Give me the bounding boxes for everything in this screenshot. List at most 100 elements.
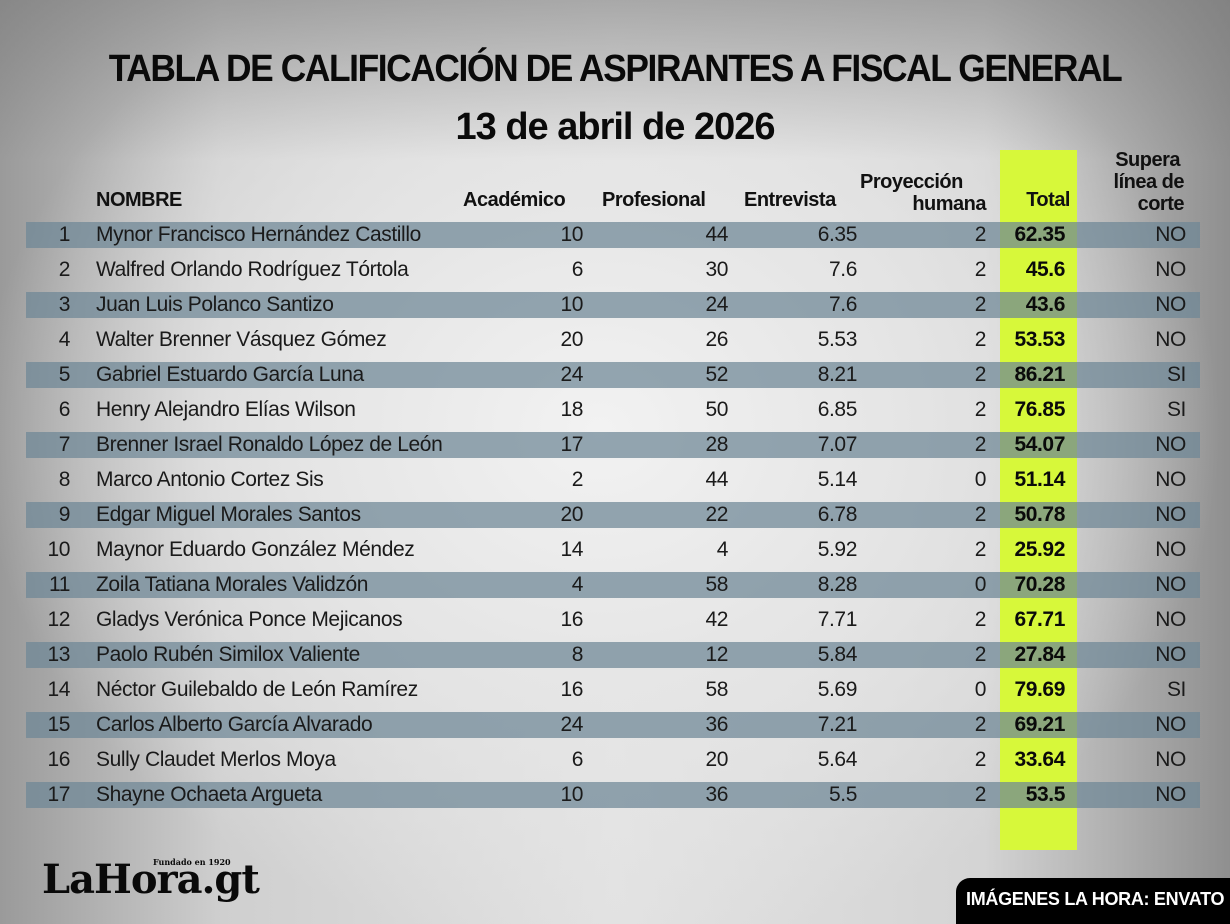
- score-total: 25.92: [1000, 537, 1077, 563]
- score-total: 86.21: [1000, 362, 1077, 388]
- score-total: 45.6: [1000, 257, 1077, 283]
- header-proyeccion: Proyección humana: [860, 171, 987, 215]
- table-row: 16 Sully Claudet Merlos Moya 6 20 5.64 2 33.64…: [26, 747, 1200, 773]
- score-academico: 24: [560, 363, 583, 386]
- score-total-value: 67.71: [1014, 608, 1065, 631]
- score-academico: 6: [571, 258, 584, 281]
- page-title: TABLA DE CALIFICACIÓN DE ASPIRANTES A FI…: [108, 48, 1123, 90]
- row-number: 17: [47, 783, 70, 806]
- score-total: 50.78: [1000, 502, 1077, 528]
- candidate-name: Mynor Francisco Hernández Castillo: [96, 223, 421, 246]
- row-number: 9: [58, 503, 71, 526]
- table-row: 2 Walfred Orlando Rodríguez Tórtola 6 30 7.6…: [26, 257, 1200, 283]
- row-number: 12: [47, 608, 70, 631]
- table-row: 13 Paolo Rubén Similox Valiente 8 12 5.84 2 27…: [26, 642, 1200, 668]
- score-proyeccion: 0: [974, 573, 987, 596]
- score-academico: 10: [560, 223, 583, 246]
- header-proyeccion-line1: Proyección: [860, 171, 963, 193]
- score-entrevista: 5.53: [817, 328, 858, 351]
- score-academico: 17: [560, 433, 583, 456]
- score-entrevista: 5.5: [829, 783, 857, 806]
- candidate-name: Carlos Alberto García Alvarado: [96, 713, 373, 736]
- score-total-value: 70.28: [1014, 573, 1065, 596]
- score-academico: 2: [571, 468, 584, 491]
- score-entrevista: 5.84: [817, 643, 858, 666]
- table-row: 11 Zoila Tatiana Morales Validzón 4 58 8.28 0…: [26, 572, 1200, 598]
- score-academico: 6: [571, 748, 584, 771]
- score-total: 51.14: [1000, 467, 1077, 493]
- row-number: 2: [58, 258, 71, 281]
- score-entrevista: 7.6: [829, 293, 857, 316]
- score-profesional: 22: [705, 503, 728, 526]
- score-entrevista: 6.78: [817, 503, 858, 526]
- score-proyeccion: 2: [974, 398, 987, 421]
- score-total: 43.6: [1000, 292, 1077, 318]
- candidate-name: Paolo Rubén Similox Valiente: [96, 643, 360, 666]
- candidate-name: Edgar Miguel Morales Santos: [96, 503, 361, 526]
- score-academico: 10: [560, 783, 583, 806]
- score-total: 69.21: [1000, 712, 1077, 738]
- background-shade: [0, 0, 1230, 160]
- header-supera-line2: línea de: [1113, 171, 1185, 193]
- score-total-value: 43.6: [1025, 293, 1066, 316]
- score-profesional: 42: [705, 608, 728, 631]
- row-number: 8: [58, 468, 71, 491]
- score-proyeccion: 2: [974, 783, 987, 806]
- row-number: 3: [58, 293, 71, 316]
- score-proyeccion: 2: [974, 608, 987, 631]
- table-row: 7 Brenner Israel Ronaldo López de León 17 2…: [26, 432, 1200, 458]
- score-academico: 18: [560, 398, 583, 421]
- header-supera: Supera línea de corte: [1090, 149, 1185, 215]
- score-entrevista: 5.14: [817, 468, 858, 491]
- row-number: 7: [58, 433, 71, 456]
- supera-corte: NO: [1155, 258, 1186, 281]
- score-entrevista: 7.6: [829, 258, 857, 281]
- score-proyeccion: 2: [974, 363, 987, 386]
- row-number: 16: [47, 748, 70, 771]
- score-proyeccion: 2: [974, 223, 987, 246]
- score-profesional: 30: [705, 258, 728, 281]
- score-profesional: 20: [705, 748, 728, 771]
- score-profesional: 44: [705, 223, 728, 246]
- table-row: 14 Néctor Guilebaldo de León Ramírez 16 58 5…: [26, 677, 1200, 703]
- score-profesional: 28: [705, 433, 728, 456]
- score-profesional: 58: [705, 573, 728, 596]
- score-total: 27.84: [1000, 642, 1077, 668]
- score-total: 53.53: [1000, 327, 1077, 353]
- supera-corte: NO: [1155, 783, 1186, 806]
- supera-corte: SI: [1166, 398, 1186, 421]
- score-proyeccion: 2: [974, 258, 987, 281]
- score-proyeccion: 2: [974, 713, 987, 736]
- score-total-value: 33.64: [1014, 748, 1065, 771]
- header-nombre: NOMBRE: [96, 189, 182, 211]
- header-supera-line3: corte: [1137, 193, 1185, 215]
- score-proyeccion: 2: [974, 643, 987, 666]
- row-number: 11: [49, 573, 70, 596]
- supera-corte: NO: [1155, 713, 1186, 736]
- table-row: 3 Juan Luis Polanco Santizo 10 24 7.6 2 43.6 NO: [26, 292, 1200, 318]
- score-profesional: 52: [705, 363, 728, 386]
- row-number: 4: [58, 328, 71, 351]
- score-profesional: 36: [705, 783, 728, 806]
- score-academico: 16: [560, 678, 583, 701]
- table-row: 6 Henry Alejandro Elías Wilson 18 50 6.85 2 76…: [26, 397, 1200, 423]
- table-row: 15 Carlos Alberto García Alvarado 24 36 7.21…: [26, 712, 1200, 738]
- score-entrevista: 5.64: [817, 748, 858, 771]
- score-proyeccion: 0: [974, 678, 987, 701]
- row-number: 13: [47, 643, 70, 666]
- score-entrevista: 7.07: [817, 433, 858, 456]
- score-total-value: 69.21: [1014, 713, 1065, 736]
- table-row: 8 Marco Antonio Cortez Sis 2 44 5.14 0 51.14 NO: [26, 467, 1200, 493]
- table-row: 1 Mynor Francisco Hernández Castillo 10 44 6…: [26, 222, 1200, 248]
- score-academico: 8: [571, 643, 584, 666]
- lahora-logo: LaHora.gt: [42, 856, 260, 903]
- supera-corte: NO: [1155, 503, 1186, 526]
- score-profesional: 26: [705, 328, 728, 351]
- score-entrevista: 7.21: [817, 713, 858, 736]
- score-profesional: 24: [705, 293, 728, 316]
- supera-corte: NO: [1155, 538, 1186, 561]
- score-total-value: 62.35: [1014, 223, 1065, 246]
- logo-tagline: Fundado en 1920: [153, 857, 231, 867]
- score-total: 62.35: [1000, 222, 1077, 248]
- candidate-name: Gabriel Estuardo García Luna: [96, 363, 364, 386]
